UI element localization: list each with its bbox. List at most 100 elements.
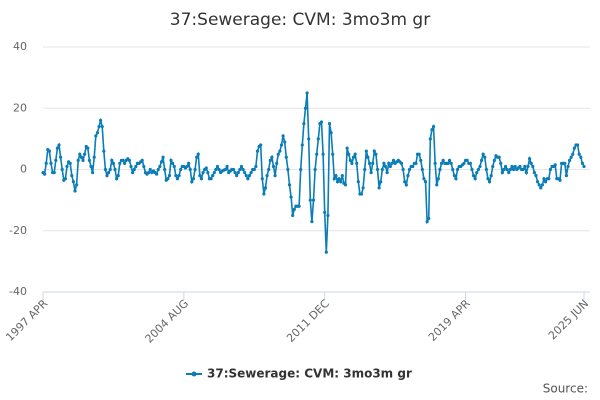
point	[155, 172, 159, 176]
point	[236, 170, 240, 175]
point	[484, 167, 488, 172]
point	[487, 180, 492, 184]
point	[563, 161, 567, 165]
x-tick-label: 2025 JUN	[546, 297, 591, 342]
point	[279, 143, 284, 147]
point	[387, 161, 391, 165]
point	[231, 167, 236, 172]
point	[539, 186, 543, 190]
point	[123, 161, 127, 165]
point	[102, 149, 106, 153]
point	[70, 174, 74, 178]
point	[399, 161, 404, 165]
point	[366, 155, 370, 159]
point	[348, 158, 352, 162]
point	[582, 164, 586, 169]
point	[291, 213, 295, 218]
point	[100, 125, 104, 129]
point	[391, 158, 396, 162]
point	[177, 174, 181, 178]
point	[423, 180, 428, 184]
point	[254, 164, 258, 169]
point	[323, 210, 327, 214]
point	[300, 143, 304, 147]
source-label: Source:	[543, 382, 588, 396]
point	[479, 158, 484, 162]
point	[404, 183, 408, 187]
point	[449, 161, 453, 165]
point	[241, 167, 245, 172]
point	[134, 164, 138, 169]
point	[270, 155, 274, 159]
point	[452, 174, 456, 178]
point	[361, 186, 365, 190]
point	[174, 174, 178, 178]
point	[353, 152, 357, 156]
point	[43, 172, 47, 176]
point	[140, 158, 144, 162]
point	[435, 183, 439, 187]
x-tick-label: 1997 APR	[3, 297, 50, 344]
point	[441, 158, 445, 162]
point	[276, 152, 280, 156]
point	[78, 152, 82, 156]
point	[427, 216, 431, 221]
point	[567, 158, 572, 162]
point	[44, 161, 48, 165]
point	[420, 167, 424, 172]
point	[97, 125, 101, 129]
point	[524, 170, 528, 175]
point	[299, 167, 303, 172]
point	[518, 164, 522, 169]
point	[540, 183, 544, 187]
point	[379, 180, 383, 184]
point	[60, 167, 64, 172]
point	[49, 161, 53, 165]
point	[470, 167, 474, 172]
point	[383, 164, 388, 169]
point	[131, 170, 135, 175]
point	[116, 174, 120, 178]
point	[367, 161, 372, 165]
point	[113, 167, 117, 172]
point	[558, 178, 562, 182]
point	[57, 143, 61, 147]
point	[107, 170, 111, 175]
point	[159, 160, 164, 164]
point	[523, 164, 527, 169]
point	[47, 149, 52, 153]
point	[377, 186, 381, 190]
point	[475, 170, 479, 175]
point	[371, 161, 375, 165]
point	[526, 164, 530, 169]
point	[478, 164, 482, 169]
point	[169, 158, 173, 162]
point	[569, 155, 573, 159]
point	[356, 180, 360, 184]
point	[286, 167, 290, 172]
point	[388, 164, 392, 169]
point	[534, 174, 538, 178]
point	[331, 152, 335, 156]
point	[454, 177, 458, 181]
point	[406, 174, 410, 178]
point	[359, 192, 364, 196]
point	[468, 161, 472, 165]
point	[345, 146, 349, 150]
point	[99, 118, 103, 123]
point	[527, 157, 532, 161]
point	[364, 149, 368, 153]
point	[363, 167, 367, 172]
point	[340, 174, 344, 178]
point	[547, 177, 551, 181]
y-tick-label: 40	[13, 40, 27, 53]
legend-marker	[191, 371, 197, 377]
point	[284, 155, 288, 159]
point	[89, 164, 93, 169]
point	[537, 183, 541, 187]
point	[199, 177, 204, 181]
point	[572, 146, 576, 150]
point	[73, 189, 77, 193]
x-tick-label: 2019 APR	[426, 297, 473, 344]
point	[382, 161, 386, 165]
